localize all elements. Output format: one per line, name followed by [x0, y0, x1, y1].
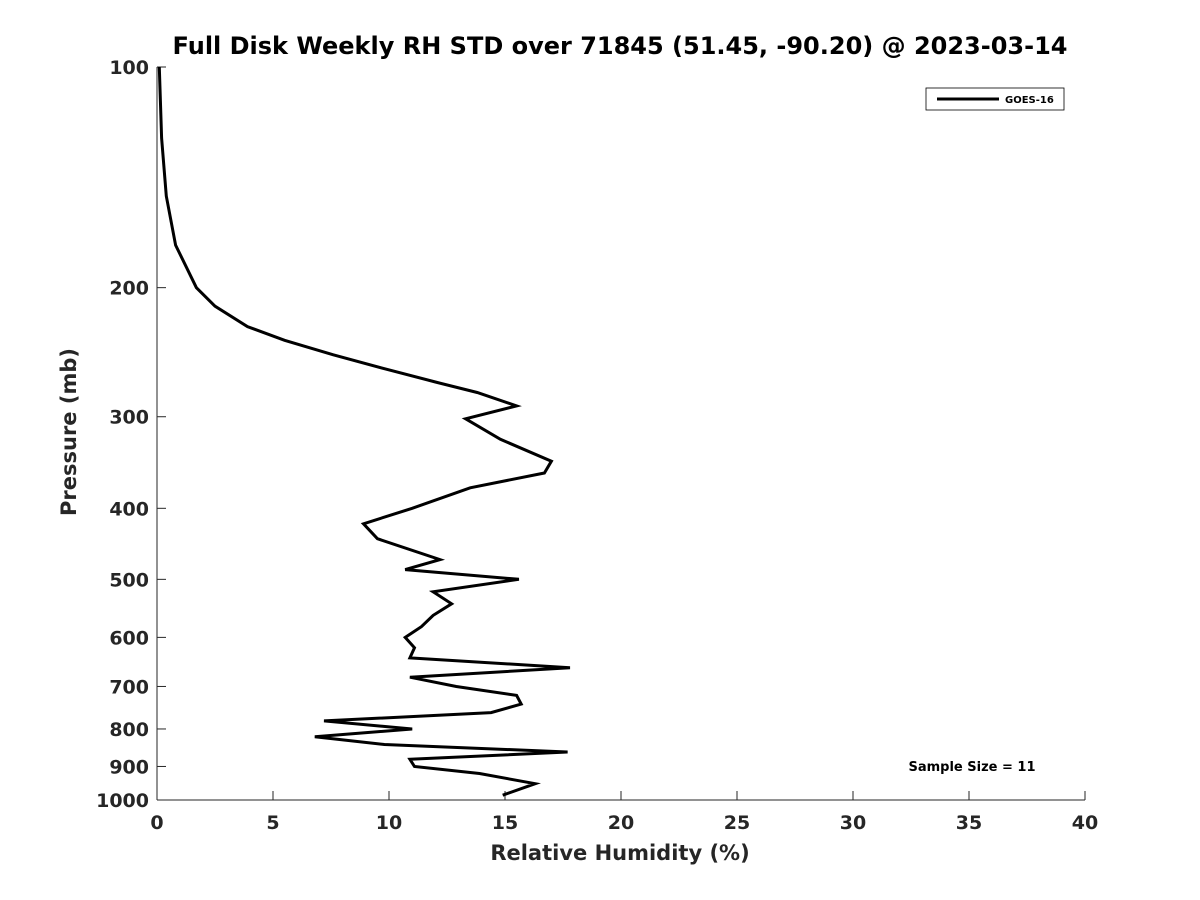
y-tick-label: 500	[109, 569, 149, 591]
y-tick-label: 800	[109, 719, 149, 741]
legend-entry: GOES-16	[1005, 95, 1054, 106]
y-tick-label: 900	[109, 756, 149, 778]
axes: 0 5 10 15 20 25 30 35 40 100 200 300 400 500 600 700 800…	[96, 57, 1098, 834]
x-tick-label: 35	[956, 812, 982, 834]
legend: GOES-16	[925, 87, 1065, 111]
y-tick-label: 1000	[96, 790, 149, 812]
chart-title: Full Disk Weekly RH STD over 71845 (51.4…	[173, 32, 1068, 60]
y-axis-label: Pressure (mb)	[57, 348, 81, 516]
x-tick-label: 20	[608, 812, 634, 834]
x-axis-label: Relative Humidity (%)	[490, 841, 749, 865]
y-tick-label: 600	[109, 627, 149, 649]
series-layer	[157, 66, 571, 797]
x-tick-label: 10	[376, 812, 402, 834]
x-tick-label: 5	[266, 812, 279, 834]
x-tick-label: 15	[492, 812, 518, 834]
x-tick-label: 0	[150, 812, 163, 834]
x-tick-label: 30	[840, 812, 866, 834]
y-tick-label: 100	[109, 57, 149, 79]
y-tick-label: 200	[109, 278, 149, 300]
y-tick-label: 300	[109, 407, 149, 429]
y-tick-label: 700	[109, 676, 149, 698]
sample-size-annotation: Sample Size = 11	[908, 760, 1035, 775]
x-tick-label: 40	[1072, 812, 1098, 834]
x-tick-label: 25	[724, 812, 750, 834]
series-line-0	[157, 66, 571, 797]
y-tick-label: 400	[109, 498, 149, 520]
